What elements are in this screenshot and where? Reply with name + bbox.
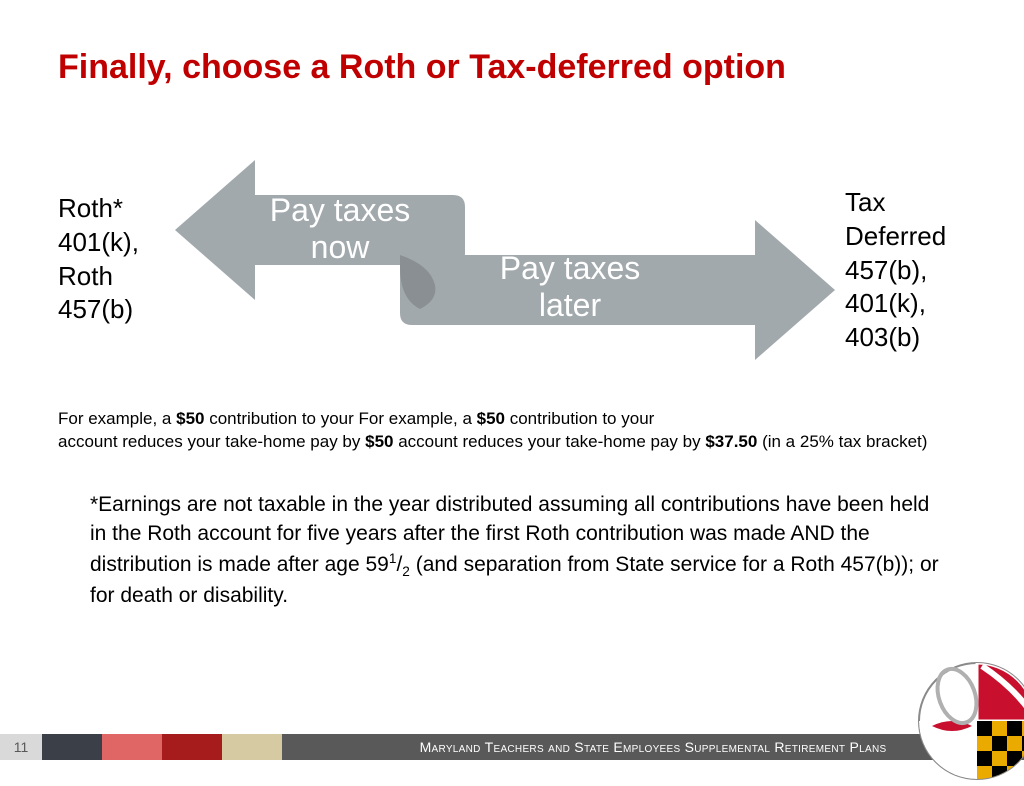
maryland-globe-icon [912,656,1024,786]
example-paragraph: For example, a $50 contribution to your … [58,408,958,454]
ex-m3: account reduces your take-home pay by [394,432,706,451]
arrow-right-line2: later [539,287,601,323]
footer-seg-lightred [102,734,162,760]
page-number: 11 [0,734,42,760]
roth-option-label: Roth* 401(k), Roth 457(b) [58,192,139,327]
disclaimer-paragraph: *Earnings are not taxable in the year di… [90,490,945,610]
arrows-diagram: Pay taxes now Pay taxes later [175,150,835,380]
ex-l2a: account reduces your take-home pay by [58,432,365,451]
footer-seg-red [162,734,222,760]
roth-line4: 457(b) [58,294,133,324]
td-line1: Tax [845,187,885,217]
roth-line2: 401(k), [58,227,139,257]
ex-b1: $50 [176,409,204,428]
arrow-left-line2: now [311,229,370,265]
arrow-right-line1: Pay taxes [500,250,641,286]
roth-line1: Roth* [58,193,123,223]
arrow-right-text: Pay taxes later [475,250,665,324]
td-line5: 403(b) [845,322,920,352]
footer-bar: 11 Maryland Teachers and State Employees… [0,734,1024,760]
td-line2: Deferred [845,221,946,251]
tax-deferred-option-label: Tax Deferred 457(b), 401(k), 403(b) [845,186,946,355]
roth-line3: Roth [58,261,113,291]
arrow-left-line1: Pay taxes [270,192,411,228]
footer-seg-tan [222,734,282,760]
ex-b4: $37.50 [705,432,757,451]
footer-seg-dark [42,734,102,760]
ex-b3: $50 [365,432,393,451]
ex-b2: $50 [477,409,505,428]
ex-m2: contribution to your [505,409,654,428]
arrow-left-text: Pay taxes now [245,192,435,266]
frac-den: 2 [402,564,410,579]
slide-title: Finally, choose a Roth or Tax-deferred o… [58,48,786,87]
ex-p1: For example, a [58,409,176,428]
td-line3: 457(b), [845,255,927,285]
td-line4: 401(k), [845,288,926,318]
ex-suf: (in a 25% tax bracket) [757,432,927,451]
ex-m1: contribution to your For example, a [204,409,476,428]
